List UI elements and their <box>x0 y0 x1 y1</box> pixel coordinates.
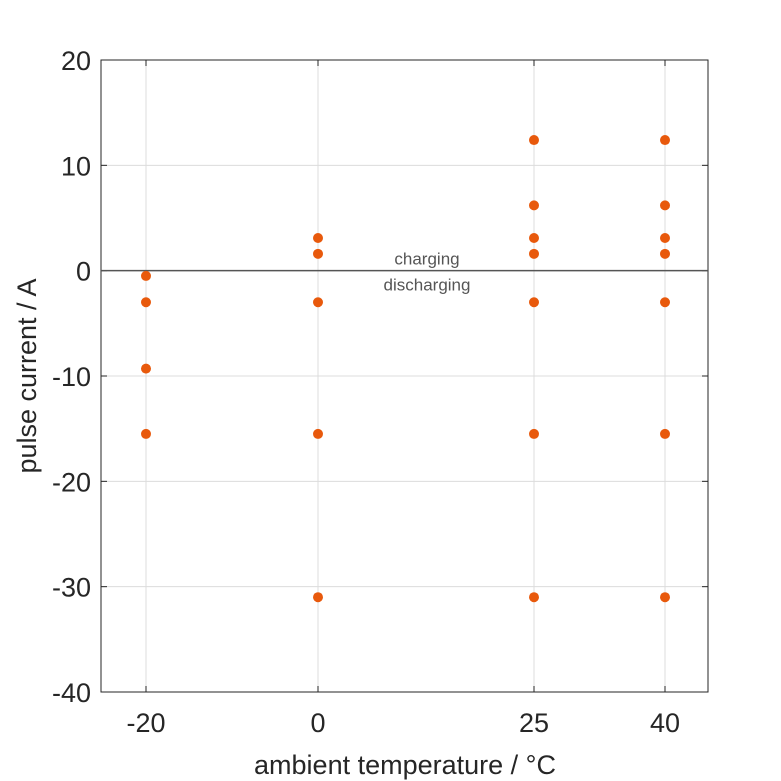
data-point <box>313 233 323 244</box>
data-points <box>141 135 670 603</box>
data-point <box>141 363 151 374</box>
y-tick-label: -40 <box>52 678 91 708</box>
annotation-charging: charging <box>394 250 459 269</box>
annotation-discharging: discharging <box>384 276 471 295</box>
data-point <box>660 135 670 146</box>
data-point <box>313 248 323 259</box>
data-point <box>313 428 323 439</box>
data-point <box>660 248 670 259</box>
data-point <box>141 297 151 308</box>
x-tick-label: -20 <box>126 708 165 738</box>
data-point <box>313 297 323 308</box>
x-tick-label: 40 <box>650 708 680 738</box>
data-point <box>529 200 539 211</box>
grid <box>101 60 708 692</box>
y-axis-title: pulse current / A <box>12 278 42 473</box>
data-point <box>529 233 539 244</box>
x-tick-labels: -20 0 25 40 <box>126 708 680 738</box>
y-tick-label: -30 <box>52 573 91 603</box>
y-tick-label: 10 <box>61 151 91 181</box>
y-tick-label: -10 <box>52 362 91 392</box>
axis-ticks <box>101 59 708 693</box>
data-point <box>660 200 670 211</box>
y-tick-label: 20 <box>61 46 91 76</box>
data-point <box>529 297 539 308</box>
data-point <box>660 233 670 244</box>
data-point <box>141 428 151 439</box>
y-tick-labels: -40 -30 -20 -10 0 10 20 <box>52 46 91 708</box>
y-tick-label: 0 <box>76 257 91 287</box>
data-point <box>529 135 539 146</box>
data-point <box>529 428 539 439</box>
data-point <box>141 270 151 281</box>
x-tick-label: 0 <box>310 708 325 738</box>
data-point <box>529 248 539 259</box>
x-axis-title: ambient temperature / °C <box>254 750 556 780</box>
data-point <box>660 297 670 308</box>
x-tick-label: 25 <box>519 708 549 738</box>
data-point <box>529 592 539 603</box>
data-point <box>313 592 323 603</box>
data-point <box>660 428 670 439</box>
data-point <box>660 592 670 603</box>
y-tick-label: -20 <box>52 467 91 497</box>
